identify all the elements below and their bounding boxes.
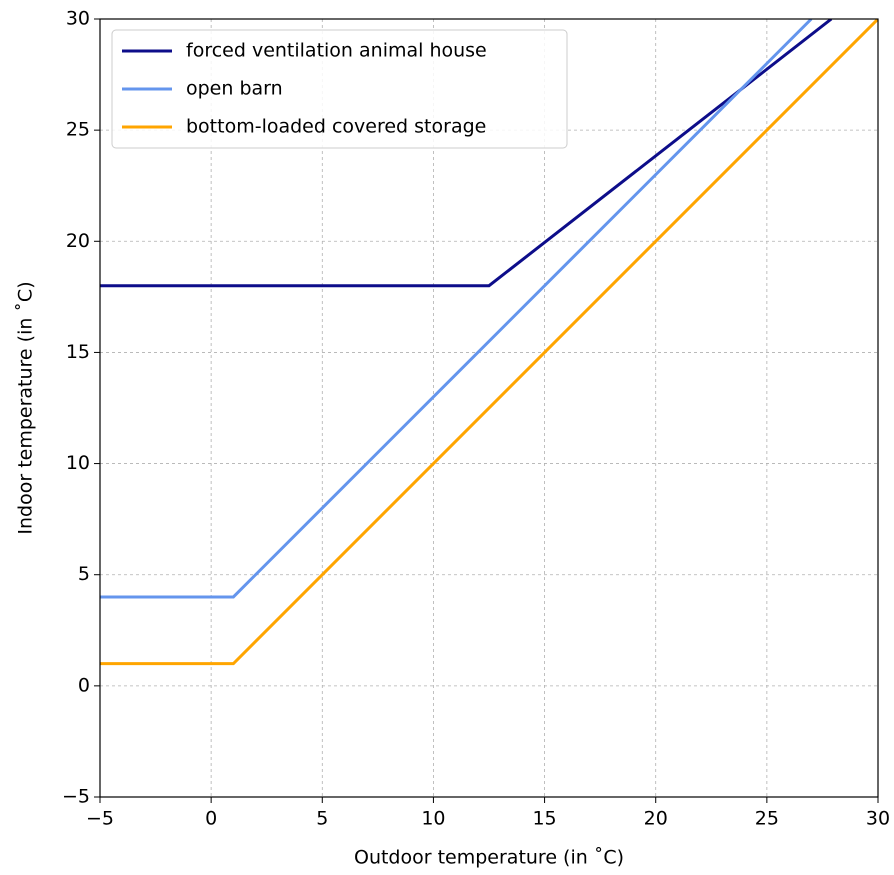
x-tick-label: 5 xyxy=(316,808,328,830)
x-tick-label: 15 xyxy=(532,808,556,830)
legend-label: forced ventilation animal house xyxy=(186,40,487,62)
series-line xyxy=(100,19,878,666)
legend-label: bottom-loaded covered storage xyxy=(186,116,486,138)
x-tick-label: 10 xyxy=(421,808,445,830)
x-tick-label: 25 xyxy=(755,808,779,830)
y-tick-label: 15 xyxy=(66,341,90,363)
legend-box xyxy=(111,29,568,149)
x-tick-label: 30 xyxy=(866,808,890,830)
x-tick-label: 0 xyxy=(205,808,217,830)
lines xyxy=(100,19,878,666)
y-tick-label: 0 xyxy=(78,674,90,696)
legend: forced ventilation animal house open barn… xyxy=(111,29,568,149)
x-tick-label: 20 xyxy=(644,808,668,830)
series-line xyxy=(100,19,833,288)
y-tick-label: 20 xyxy=(66,230,90,252)
plot-frame xyxy=(99,18,879,798)
x-axis-label: Outdoor temperature (in ˚C) xyxy=(354,847,624,869)
y-tick-label: 10 xyxy=(66,452,90,474)
legend-label: open barn xyxy=(186,78,283,100)
y-tick-label: 30 xyxy=(66,8,90,30)
series-line xyxy=(100,19,813,599)
x-tick-label: −5 xyxy=(86,808,114,830)
y-tick-label: 25 xyxy=(66,119,90,141)
y-tick-label: −5 xyxy=(62,786,90,808)
y-axis-label: Indoor temperature (in ˚C) xyxy=(15,281,37,534)
y-tick-label: 5 xyxy=(78,563,90,585)
